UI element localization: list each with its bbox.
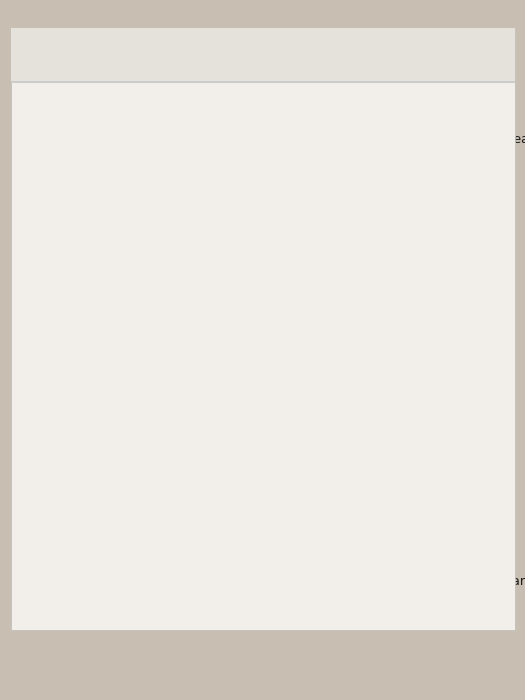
Polygon shape <box>96 319 112 379</box>
Text: with sodium ethoxide, NaOEt, in ethanol?: with sodium ethoxide, NaOEt, in ethanol? <box>18 147 278 160</box>
Text: Too much angle strain would be present in the alkene product.: Too much angle strain would be present i… <box>38 501 430 514</box>
Text: Why is the alkyl halide below not capable of undergoing an E2 reaction upon trea: Why is the alkyl halide below not capabl… <box>18 133 525 146</box>
Text: 1: 1 <box>496 57 505 71</box>
Text: The substrate is too sterically hindered.: The substrate is too sterically hindered… <box>38 466 287 479</box>
Polygon shape <box>165 158 225 202</box>
Text: CH₃: CH₃ <box>225 153 251 167</box>
Text: Br: Br <box>242 233 257 247</box>
Text: Question 2: Question 2 <box>22 57 120 71</box>
Text: orientation.: orientation. <box>38 589 110 601</box>
Text: Sodium ethoxide is a poor base to use in E2 reactions.: Sodium ethoxide is a poor base to use in… <box>38 538 379 550</box>
Text: CH₃: CH₃ <box>89 393 115 407</box>
Text: The C-H and C-Br bonds that need to break cannot achieve an anti-periplanar: The C-H and C-Br bonds that need to brea… <box>38 575 525 587</box>
Text: Br– is too poor a leaving group.: Br– is too poor a leaving group. <box>38 428 234 442</box>
